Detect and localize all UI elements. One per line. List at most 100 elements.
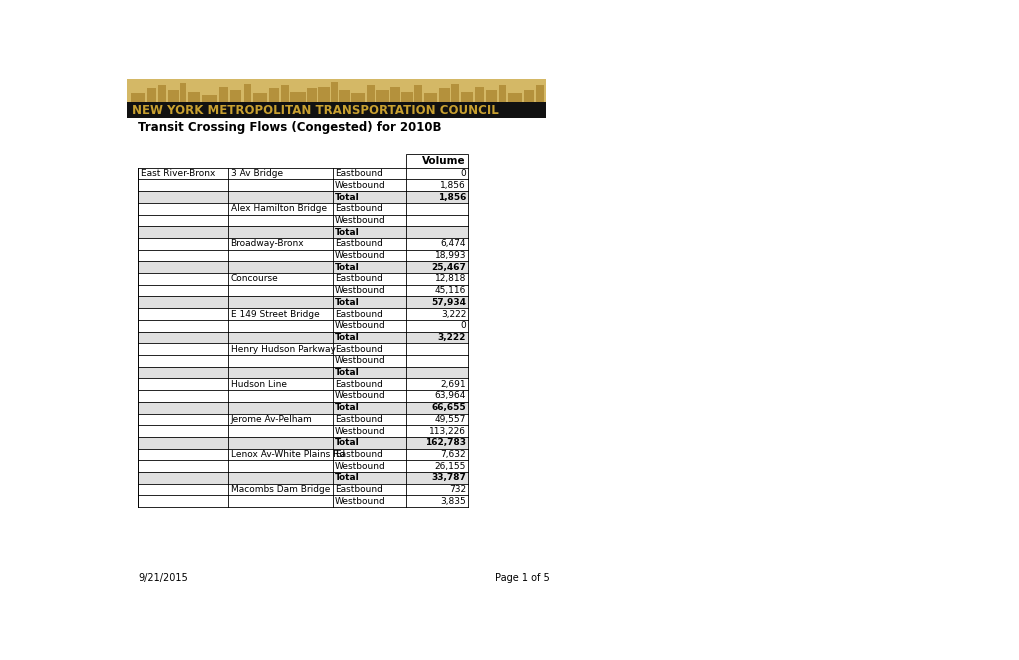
Text: Total: Total: [335, 403, 360, 412]
Bar: [367, 85, 374, 102]
Bar: [485, 90, 496, 102]
Text: 0: 0: [460, 321, 466, 330]
Text: Eastbound: Eastbound: [335, 275, 383, 283]
Bar: [139, 180, 468, 191]
Text: Volume: Volume: [422, 156, 465, 166]
Bar: [139, 261, 468, 273]
Text: Total: Total: [335, 333, 360, 342]
Bar: [139, 331, 468, 343]
Text: Eastbound: Eastbound: [335, 415, 383, 424]
Bar: [438, 88, 449, 102]
Bar: [338, 90, 350, 102]
Bar: [139, 472, 468, 484]
Text: 3,222: 3,222: [437, 333, 466, 342]
Bar: [139, 308, 468, 320]
Bar: [202, 94, 217, 102]
Bar: [318, 87, 329, 102]
Bar: [147, 88, 156, 102]
Text: 63,964: 63,964: [434, 391, 466, 401]
Text: Westbound: Westbound: [335, 321, 385, 330]
Bar: [139, 203, 468, 214]
Text: Eastbound: Eastbound: [335, 345, 383, 354]
Bar: [127, 102, 545, 117]
Bar: [139, 168, 468, 180]
Text: Total: Total: [335, 298, 360, 307]
Bar: [535, 85, 543, 102]
Text: Westbound: Westbound: [335, 356, 385, 366]
Text: Eastbound: Eastbound: [335, 310, 383, 319]
Text: Eastbound: Eastbound: [335, 450, 383, 459]
Text: 1,856: 1,856: [437, 193, 466, 201]
Bar: [451, 84, 459, 102]
Text: Total: Total: [335, 368, 360, 377]
Bar: [139, 191, 468, 203]
Text: 113,226: 113,226: [429, 426, 466, 436]
Bar: [414, 85, 422, 102]
Bar: [139, 367, 468, 378]
Bar: [507, 93, 522, 102]
Text: 2,691: 2,691: [440, 379, 466, 389]
Bar: [139, 296, 468, 308]
Text: Eastbound: Eastbound: [335, 485, 383, 494]
Text: Hudson Line: Hudson Line: [230, 379, 286, 389]
Bar: [139, 425, 468, 437]
Text: 25,467: 25,467: [431, 263, 466, 272]
Text: Total: Total: [335, 438, 360, 447]
Bar: [352, 93, 365, 102]
Bar: [139, 238, 468, 249]
Bar: [139, 320, 468, 331]
Bar: [139, 496, 468, 507]
Text: Henry Hudson Parkway: Henry Hudson Parkway: [230, 345, 335, 354]
Bar: [253, 93, 267, 102]
Text: Page 1 of 5: Page 1 of 5: [495, 573, 549, 583]
Text: Total: Total: [335, 228, 360, 237]
Text: 49,557: 49,557: [434, 415, 466, 424]
Bar: [331, 82, 337, 102]
Text: Alex Hamilton Bridge: Alex Hamilton Bridge: [230, 204, 326, 213]
Bar: [139, 249, 468, 261]
Text: Total: Total: [335, 263, 360, 272]
Text: 3,222: 3,222: [440, 310, 466, 319]
Bar: [498, 85, 506, 102]
Bar: [139, 285, 468, 296]
Text: NEW YORK METROPOLITAN TRANSPORTATION COUNCIL: NEW YORK METROPOLITAN TRANSPORTATION COU…: [132, 104, 498, 117]
Text: Eastbound: Eastbound: [335, 169, 383, 178]
Text: 66,655: 66,655: [431, 403, 466, 412]
Text: 732: 732: [448, 485, 466, 494]
Bar: [139, 273, 468, 285]
Bar: [168, 90, 178, 102]
Text: 0: 0: [460, 169, 466, 178]
Bar: [139, 378, 468, 390]
Text: Westbound: Westbound: [335, 497, 385, 506]
Text: 18,993: 18,993: [434, 251, 466, 260]
Text: Concourse: Concourse: [230, 275, 278, 283]
Text: Westbound: Westbound: [335, 426, 385, 436]
Bar: [139, 214, 468, 226]
Bar: [407, 154, 468, 168]
Bar: [139, 460, 468, 472]
Text: East River-Bronx: East River-Bronx: [141, 169, 215, 178]
Bar: [139, 355, 468, 367]
Bar: [139, 414, 468, 425]
Bar: [290, 92, 306, 102]
Bar: [187, 92, 200, 102]
Bar: [139, 390, 468, 402]
Bar: [139, 484, 468, 496]
Text: 3 Av Bridge: 3 Av Bridge: [230, 169, 282, 178]
Text: Westbound: Westbound: [335, 286, 385, 295]
Text: Westbound: Westbound: [335, 216, 385, 225]
Text: Total: Total: [335, 473, 360, 482]
Text: Total: Total: [335, 193, 360, 201]
Bar: [376, 90, 388, 102]
Bar: [131, 93, 145, 102]
Bar: [139, 402, 468, 414]
Text: Westbound: Westbound: [335, 391, 385, 401]
Bar: [461, 92, 473, 102]
Bar: [244, 84, 252, 102]
Text: Transit Crossing Flows (Congested) for 2010B: Transit Crossing Flows (Congested) for 2…: [139, 121, 441, 134]
Text: Broadway-Bronx: Broadway-Bronx: [230, 240, 304, 248]
Text: Jerome Av-Pelham: Jerome Av-Pelham: [230, 415, 312, 424]
Bar: [523, 90, 534, 102]
Bar: [423, 93, 437, 102]
Text: Lenox Av-White Plains Rd: Lenox Av-White Plains Rd: [230, 450, 344, 459]
